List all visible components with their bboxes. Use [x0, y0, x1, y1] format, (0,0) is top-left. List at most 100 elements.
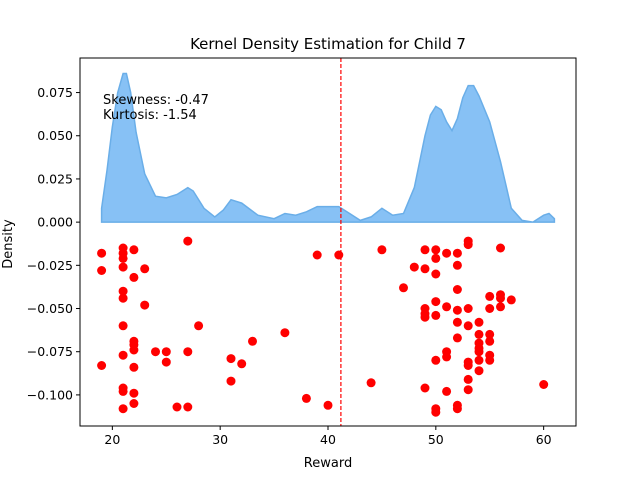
scatter-point [377, 245, 387, 255]
scatter-point [118, 286, 128, 296]
scatter-point [442, 352, 452, 362]
scatter-point [183, 236, 193, 246]
scatter-point [183, 347, 193, 357]
y-tick-label: 0.050 [37, 128, 73, 143]
scatter-point [420, 383, 430, 393]
scatter-point [172, 402, 182, 412]
scatter-point [452, 305, 462, 315]
scatter-point [129, 399, 139, 408]
kde-density-area [100, 72, 556, 223]
skewness-annotation: Skewness: -0.47 [103, 93, 209, 108]
scatter-point [485, 291, 495, 301]
scatter-point [280, 328, 290, 338]
x-tick-label: 20 [104, 432, 120, 447]
scatter-point [485, 304, 495, 313]
scatter-point [140, 264, 150, 274]
scatter-point [452, 260, 462, 270]
scatter-point [129, 388, 139, 398]
scatter-point [129, 245, 139, 255]
scatter-point [463, 304, 473, 313]
scatter-point [431, 297, 441, 307]
scatter-point [442, 386, 452, 396]
y-tick-label: −0.025 [27, 258, 73, 273]
scatter-point [97, 361, 107, 370]
scatter-point [452, 404, 462, 414]
scatter-point [463, 321, 473, 331]
scatter-point [118, 253, 128, 263]
scatter-point [118, 404, 128, 414]
scatter-point [474, 347, 484, 357]
scatter-point [301, 393, 311, 403]
scatter-point [140, 300, 150, 310]
scatter-point [506, 295, 516, 305]
scatter-point [474, 355, 484, 365]
scatter-point [431, 407, 441, 417]
scatter-point [226, 354, 236, 364]
y-tick-label: 0.075 [37, 85, 73, 100]
scatter-point [420, 312, 430, 322]
scatter-point [463, 240, 473, 250]
scatter-point [118, 321, 128, 331]
scatter-point [463, 374, 473, 384]
scatter-point [118, 386, 128, 396]
scatter-point [431, 310, 441, 320]
scatter-point [161, 347, 171, 357]
scatter-point [485, 336, 495, 346]
y-tick-label: 0.025 [37, 171, 73, 186]
scatter-point [496, 243, 505, 253]
scatter-point [183, 402, 193, 412]
y-tick-label: −0.100 [27, 387, 73, 402]
plot-area: 20 30 40 50 60 0.075 0.050 0.025 0.000 −0.025 −0.0… [27, 57, 577, 447]
scatter-point [485, 355, 495, 365]
scatter-point [539, 380, 549, 389]
scatter-point [129, 345, 139, 355]
x-axis-label: Reward [304, 456, 352, 471]
y-axis-label: Density [1, 219, 16, 269]
scatter-point [226, 376, 236, 386]
scatter-point [442, 248, 452, 258]
scatter-point [151, 347, 160, 357]
x-tick-label: 50 [428, 432, 444, 447]
scatter-point [431, 245, 441, 255]
scatter-point [237, 359, 247, 369]
scatter-point [452, 248, 462, 258]
scatter-point [420, 264, 430, 274]
scatter-point [312, 250, 322, 260]
scatter-point [129, 272, 139, 282]
scatter-point [323, 400, 333, 410]
scatter-point [420, 245, 430, 255]
scatter-point [97, 266, 107, 275]
scatter-point [97, 248, 107, 258]
scatter-point [496, 302, 505, 312]
x-tick-label: 30 [212, 432, 228, 447]
y-tick-label: 0.000 [37, 215, 73, 230]
scatter-point [334, 250, 344, 260]
scatter-point [118, 293, 128, 303]
scatter-point [409, 262, 419, 272]
scatter-point [194, 321, 204, 331]
x-tick-label: 60 [536, 432, 552, 447]
scatter-point [474, 317, 484, 327]
scatter-point [452, 317, 462, 327]
y-tick-label: −0.075 [27, 344, 73, 359]
kurtosis-annotation: Kurtosis: -1.54 [103, 108, 197, 123]
chart-title: Kernel Density Estimation for Child 7 [190, 35, 466, 53]
scatter-point [399, 283, 408, 293]
scatter-point [474, 329, 484, 339]
scatter-point [463, 385, 473, 395]
scatter-point [161, 357, 171, 367]
scatter-point [431, 355, 441, 365]
scatter-point [452, 333, 462, 343]
scatter-point [366, 378, 376, 388]
x-tick-label: 40 [320, 432, 336, 447]
scatter-point [474, 366, 484, 376]
scatter-point [431, 269, 441, 279]
scatter-point [431, 253, 441, 263]
scatter-point [118, 350, 128, 360]
scatter-point [118, 262, 128, 272]
y-tick-label: −0.050 [27, 301, 73, 316]
scatter-point [129, 362, 139, 372]
scatter-point [485, 329, 495, 339]
